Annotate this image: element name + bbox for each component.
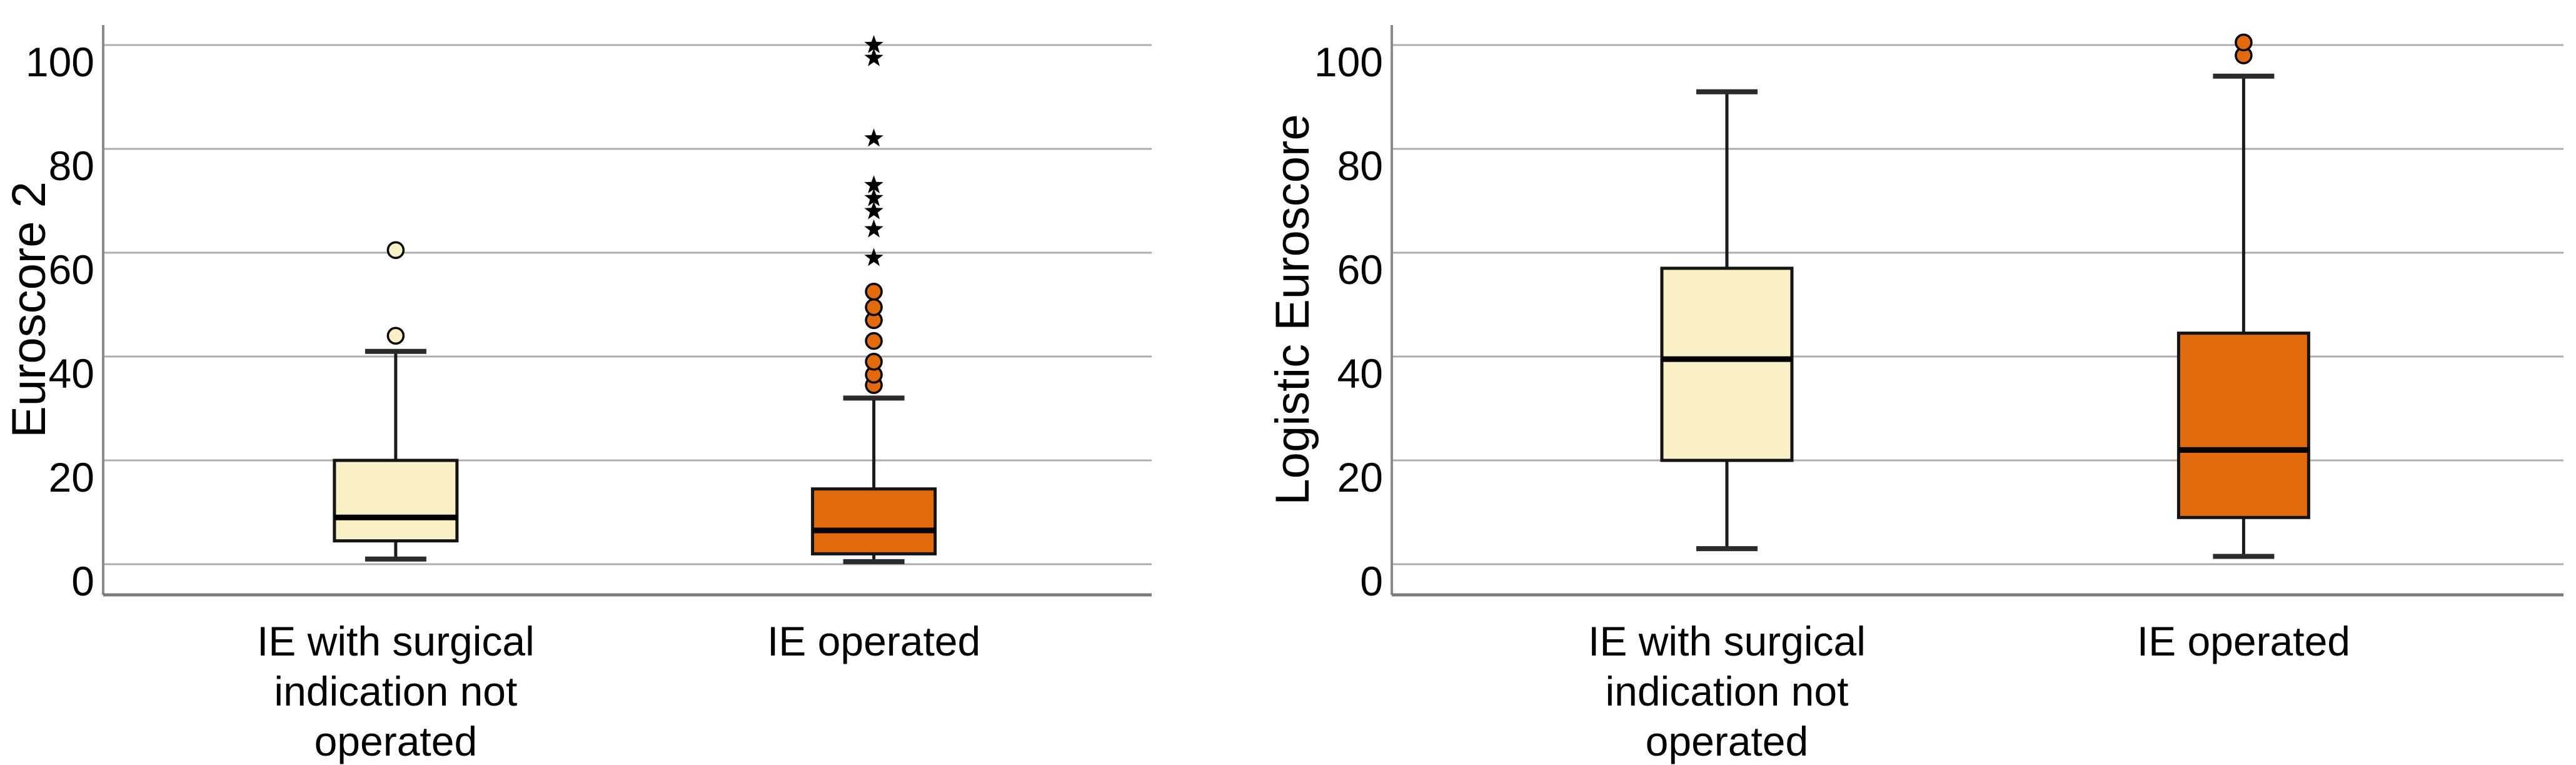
- extreme-outlier-star: [864, 201, 883, 220]
- iqr-box: [811, 487, 937, 555]
- outlier-circle: [386, 327, 405, 345]
- category-label: operated: [314, 718, 478, 764]
- y-tick-label: 80: [1337, 143, 1383, 189]
- y-axis-title: Euroscore 2: [3, 181, 56, 438]
- outlier-circle: [865, 332, 883, 350]
- category-label: IE operated: [767, 618, 980, 664]
- y-tick-label: 0: [71, 558, 94, 604]
- y-tick-label: 60: [1337, 246, 1383, 293]
- chart-panel-euroscore2: 0 20 40 60 80 100 Euroscore 2 IE with surgicali…: [3, 25, 1152, 764]
- category-label: IE with surgical: [257, 618, 535, 664]
- extreme-outlier-star: [864, 188, 883, 206]
- extreme-outlier-star: [864, 175, 883, 193]
- y-tick-label: 100: [26, 39, 94, 85]
- y-tick-label: 0: [1360, 558, 1383, 604]
- y-tick-label: 40: [1337, 350, 1383, 397]
- extreme-outlier-star: [864, 128, 883, 147]
- box-group-not-operated: [1660, 89, 1794, 552]
- y-tick-label: 60: [49, 246, 94, 293]
- extreme-outlier-star: [864, 48, 883, 66]
- outlier-circle: [2235, 33, 2253, 52]
- y-tick-label: 100: [1314, 39, 1383, 85]
- outlier-circle: [865, 353, 883, 371]
- category-label: indication not: [274, 668, 517, 714]
- box-group-operated: [2176, 33, 2310, 559]
- chart-panel-logistic-euroscore: 0 20 40 60 80 100 Logistic Euroscore IE with su…: [1266, 25, 2563, 764]
- box-group-not-operated: [333, 241, 459, 562]
- y-tick-label: 20: [1337, 454, 1383, 500]
- iqr-box: [1660, 266, 1794, 462]
- box-group-operated: [811, 35, 937, 564]
- y-tick-label: 20: [49, 454, 94, 500]
- outlier-circle: [865, 283, 883, 301]
- category-label: IE with surgical: [1588, 618, 1866, 664]
- category-label: indication not: [1605, 668, 1848, 714]
- category-label: operated: [1646, 718, 1809, 764]
- extreme-outlier-star: [864, 35, 883, 53]
- y-tick-label: 40: [49, 350, 94, 397]
- iqr-box: [333, 458, 459, 543]
- outlier-circle: [386, 241, 405, 260]
- iqr-box: [2176, 332, 2310, 519]
- y-tick-label: 80: [49, 143, 94, 189]
- extreme-outlier-star: [864, 219, 883, 238]
- outlier-circle: [865, 298, 883, 317]
- y-axis-title: Logistic Euroscore: [1266, 114, 1319, 505]
- extreme-outlier-star: [864, 248, 883, 266]
- category-label: IE operated: [2137, 618, 2350, 664]
